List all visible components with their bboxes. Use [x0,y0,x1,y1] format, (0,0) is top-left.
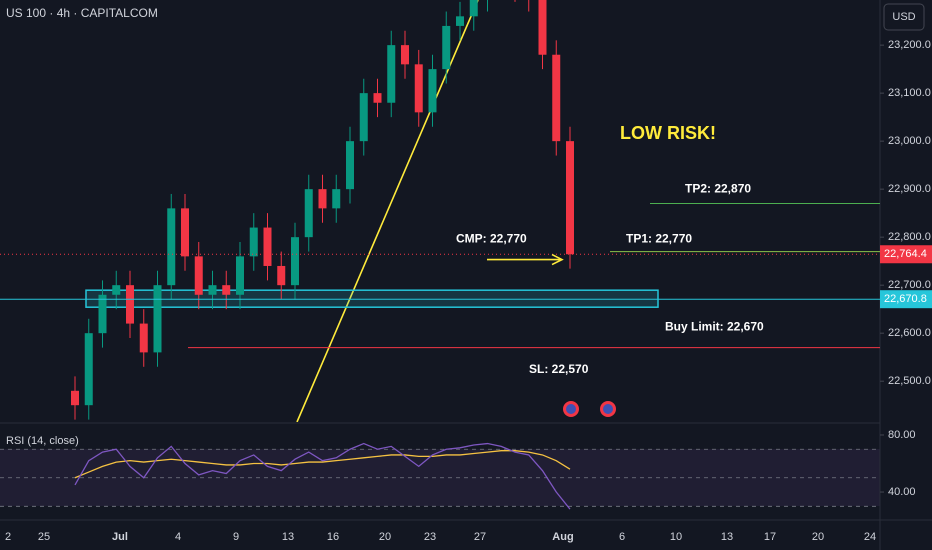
x-tick-label: Aug [552,531,573,543]
x-tick-label: 23 [424,531,436,543]
level-label: CMP: 22,770 [456,232,527,246]
candle-body [194,256,203,295]
candle-body [428,69,437,113]
rsi-tick-label: 80.00 [888,429,916,441]
x-tick-label: 6 [619,531,625,543]
candle-body [112,285,121,295]
candle-body [346,141,354,190]
rsi-tick-label: 40.00 [888,486,916,498]
candle-body [552,54,561,142]
y-tick-label: 23,000.0 [888,135,931,147]
x-tick-label: 2 [5,531,11,543]
x-tick-label: 13 [721,531,733,543]
level-label: TP1: 22,770 [626,232,692,246]
candle-body [538,0,547,55]
candle-body [456,16,464,26]
last-price-tag [880,245,932,264]
candle-body [181,208,189,257]
x-tick-label: 16 [327,531,339,543]
candle-body [359,93,368,142]
candle-body [387,45,396,103]
x-tick-label: 4 [175,531,181,543]
level-label: SL: 22,570 [529,362,589,376]
candle-body [222,285,231,295]
candle-body [414,64,423,113]
y-tick-label: 22,600.0 [888,327,931,339]
candle-body [291,237,299,286]
y-tick-label: 23,100.0 [888,87,931,99]
candle-body [332,189,341,209]
candle-body [153,285,162,353]
y-tick-label: 22,700.0 [888,279,931,291]
symbol-title: US 100 · 4h · CAPITALCOM [6,6,158,20]
zone-price-tag [880,290,932,309]
event-flag-inner [603,404,613,414]
candle-body [566,141,574,255]
currency-button[interactable] [883,3,925,31]
rsi-ma-line [74,450,571,479]
candle-body [469,0,478,17]
candle-body [98,294,107,334]
x-tick-label: 27 [474,531,486,543]
annotation: LOW RISK! [620,123,716,143]
candle-body [318,189,327,209]
candle-body [84,333,93,406]
level-label: Buy Limit: 22,670 [665,320,764,334]
level-label: TP2: 22,870 [685,182,751,196]
zone-price-label: 22,670.8 [884,293,927,305]
event-flag-inner [566,404,576,414]
y-tick-label: 22,800.0 [888,231,931,243]
currency-label[interactable]: USD [892,11,915,23]
candle-body [249,227,258,257]
candle-body [277,265,286,286]
candle-body [208,285,217,295]
x-tick-label: 24 [864,531,876,543]
x-tick-label: 25 [38,531,50,543]
x-tick-label: 9 [233,531,239,543]
candle-body [167,208,176,286]
x-tick-label: Jul [112,531,128,543]
y-tick-label: 22,900.0 [888,183,931,195]
last-price-label: 22,764.4 [884,248,927,260]
y-tick-label: 22,500.0 [888,375,931,387]
candle-body [139,323,148,353]
event-icons [563,401,616,417]
rsi-line [74,442,571,510]
rsi-title: RSI (14, close) [6,435,79,447]
candle-body [126,285,134,324]
candle-body [236,256,244,295]
rsi-pane [0,442,880,510]
trend-line [296,0,479,422]
x-tick-label: 20 [379,531,391,543]
candle-body [401,45,409,65]
x-tick-label: 13 [282,531,294,543]
candle-body [442,25,451,70]
x-tick-label: 17 [764,531,776,543]
arrow-head [551,253,564,266]
candle-body [304,189,313,238]
candle-body [71,390,79,406]
candle-body [263,227,272,266]
candle-body [373,93,382,103]
y-tick-label: 23,200.0 [888,39,931,51]
x-tick-label: 20 [812,531,824,543]
x-tick-label: 10 [670,531,682,543]
